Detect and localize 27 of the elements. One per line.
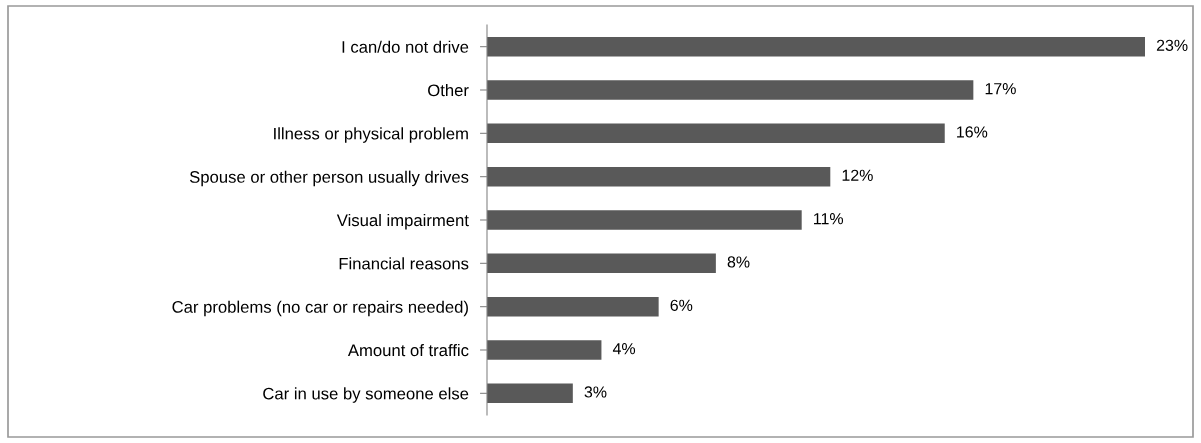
y-tick-label: Car problems (no car or repairs needed) — [172, 300, 468, 317]
bar — [487, 166, 831, 187]
bar — [487, 340, 602, 360]
y-tick-label: Amount of traffic — [347, 343, 469, 357]
bar — [487, 80, 974, 100]
data-label: 3% — [584, 386, 607, 398]
data-label: 11% — [814, 213, 844, 225]
y-tick-label: Other — [428, 83, 469, 97]
data-label: 12% — [842, 169, 873, 181]
y-tick-label: Financial reasons — [339, 257, 469, 270]
bar — [487, 296, 659, 317]
y-tick-label: I can/do not drive — [342, 40, 469, 53]
bar — [487, 36, 1145, 57]
y-tick-label: Car in use by someone else — [263, 387, 469, 403]
data-label: 4% — [612, 343, 636, 355]
data-label: 17% — [985, 83, 1016, 95]
bar — [487, 210, 802, 230]
data-label: 16% — [957, 126, 988, 138]
bar — [487, 123, 945, 144]
data-label: 23% — [1156, 39, 1188, 51]
y-tick-label: Illness or physical problem — [274, 127, 468, 143]
bar — [487, 383, 573, 404]
data-label: 8% — [727, 256, 750, 268]
y-tick-label: Visual impairment — [336, 213, 469, 230]
bar — [487, 253, 716, 274]
y-tick-label: Spouse or other person usually drives — [189, 170, 469, 187]
data-label: 6% — [670, 299, 693, 311]
